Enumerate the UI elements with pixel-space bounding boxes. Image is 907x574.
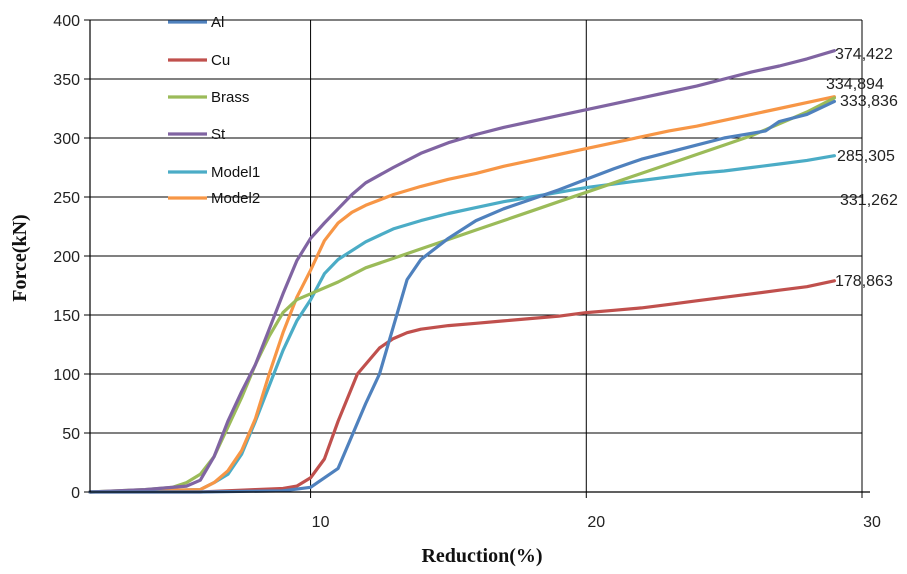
legend: Al Cu Brass St Model1 Model2 <box>168 14 260 207</box>
series-line-al <box>88 99 837 494</box>
end-label-model1: 285,305 <box>837 148 895 165</box>
end-label-brass: 333,836 <box>840 93 898 110</box>
end-label-model2: 334,894 <box>826 76 884 93</box>
legend-label-model1: Model1 <box>211 164 260 181</box>
end-label-st: 374,422 <box>835 46 893 63</box>
series-lines <box>88 49 837 494</box>
y-tick-label: 350 <box>53 72 80 89</box>
end-labels: 331,262 178,863 333,836 374,422 285,305 334,8… <box>826 46 898 290</box>
end-label-al: 331,262 <box>840 192 898 209</box>
x-tick-label: 30 <box>863 514 881 531</box>
tick-labels: 0 50 100 150 200 250 300 350 400 10 20 30 <box>53 13 881 531</box>
y-tick-label: 150 <box>53 308 80 325</box>
x-tick-label: 10 <box>312 514 330 531</box>
legend-label-cu: Cu <box>211 52 230 69</box>
y-tick-label: 400 <box>53 13 80 30</box>
series-line-model2 <box>88 95 837 494</box>
end-label-cu: 178,863 <box>835 273 893 290</box>
grid-lines <box>90 19 862 492</box>
axes <box>84 19 870 498</box>
y-axis-title: Force(kN) <box>9 214 31 301</box>
x-axis-title: Reduction(%) <box>421 545 542 567</box>
legend-label-al: Al <box>211 14 224 31</box>
y-tick-label: 50 <box>62 426 80 443</box>
legend-label-model2: Model2 <box>211 190 260 207</box>
x-tick-label: 20 <box>587 514 605 531</box>
y-tick-label: 0 <box>71 485 80 502</box>
y-tick-label: 250 <box>53 190 80 207</box>
y-tick-label: 200 <box>53 249 80 266</box>
series-line-st <box>88 49 837 494</box>
legend-label-st: St <box>211 126 226 143</box>
y-tick-label: 100 <box>53 367 80 384</box>
y-tick-label: 300 <box>53 131 80 148</box>
legend-label-brass: Brass <box>211 89 249 106</box>
series-line-cu <box>88 279 837 494</box>
